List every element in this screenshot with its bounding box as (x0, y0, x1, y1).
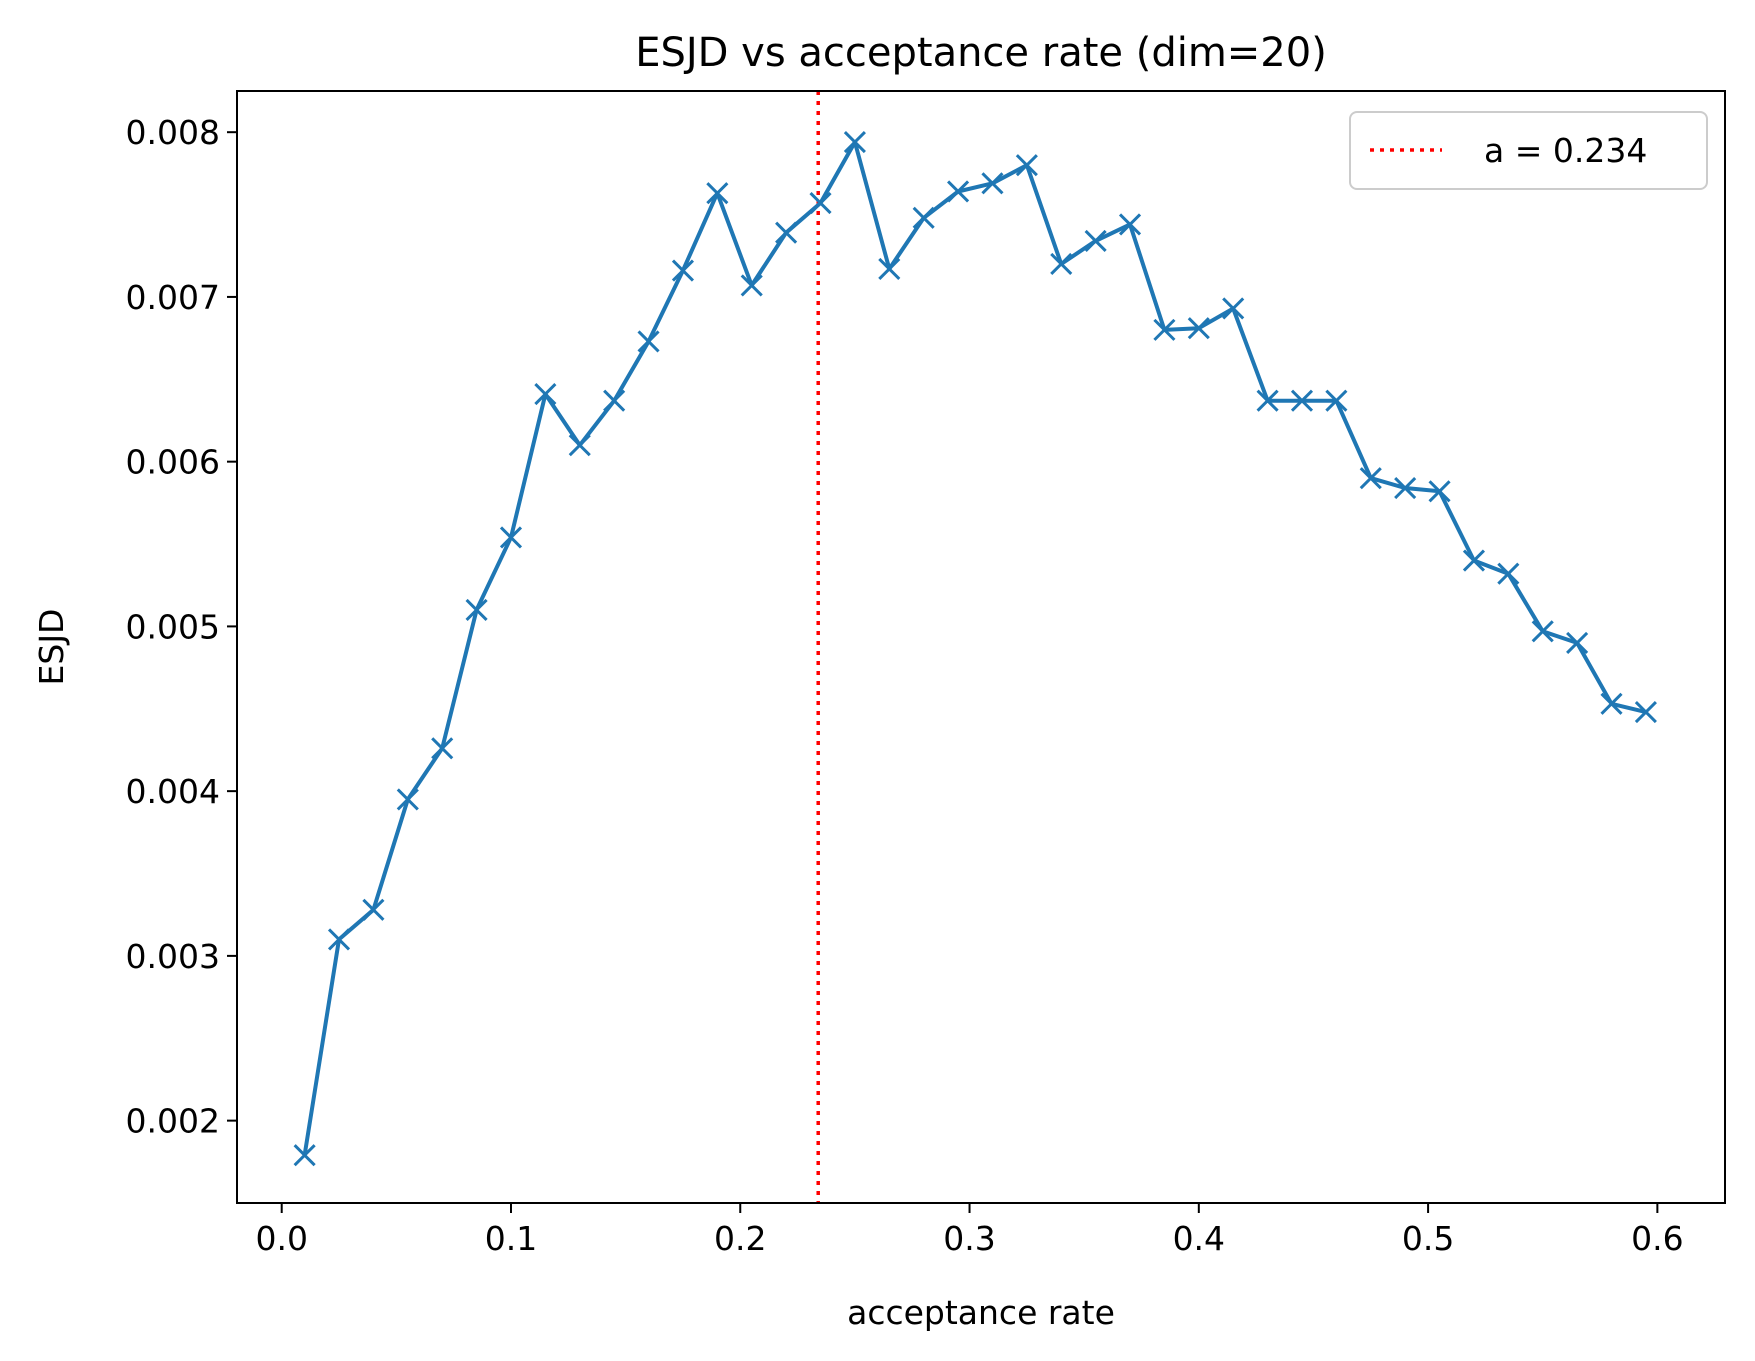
x-tick-label: 0.3 (943, 1219, 995, 1258)
chart-title: ESJD vs acceptance rate (dim=20) (635, 30, 1327, 76)
data-point (1222, 297, 1245, 320)
data-point (1462, 549, 1486, 572)
data-point (327, 928, 351, 951)
x-tick-label: 0.2 (714, 1219, 766, 1258)
data-point (568, 434, 591, 457)
x-axis: 0.0 0.1 0.2 0.3 0.4 0.5 0.6 (255, 1203, 1684, 1258)
data-point (1290, 389, 1314, 412)
y-axis: 0.002 0.003 0.004 0.005 0.006 0.007 0.008 (126, 113, 237, 1141)
data-point (1050, 252, 1073, 276)
data-point (1497, 562, 1520, 585)
y-tick-label: 0.002 (126, 1102, 220, 1141)
y-axis-label: ESJD (32, 609, 71, 686)
data-point (637, 330, 660, 353)
data-point (1153, 318, 1176, 341)
data-point (775, 221, 798, 244)
data-point (1428, 480, 1451, 503)
data-point (534, 383, 557, 406)
data-point (809, 191, 832, 215)
data-point (499, 526, 523, 549)
series-line (302, 140, 1647, 1156)
plot-area (237, 91, 1725, 1203)
y-tick-label: 0.004 (126, 772, 220, 811)
data-point (740, 274, 763, 297)
y-tick-label: 0.005 (126, 607, 220, 646)
data-point (1187, 317, 1210, 340)
x-tick-label: 0.6 (1631, 1219, 1683, 1258)
data-point (1394, 476, 1417, 500)
x-tick-label: 0.5 (1402, 1219, 1454, 1258)
x-tick-label: 0.0 (255, 1219, 307, 1258)
data-point (878, 257, 901, 280)
data-point (947, 180, 970, 203)
data-point (431, 737, 454, 760)
data-point (1325, 389, 1348, 412)
x-axis-label: acceptance rate (847, 1293, 1115, 1332)
data-point (603, 389, 626, 412)
data-point (465, 598, 488, 621)
data-point (1359, 467, 1382, 490)
plot-frame (236, 90, 1726, 1204)
data-point (1256, 389, 1279, 412)
legend: a = 0.234 (1349, 111, 1708, 190)
y-tick-label: 0.007 (126, 278, 220, 317)
data-point (1015, 154, 1038, 177)
data-point (706, 182, 729, 205)
data-point (912, 206, 935, 229)
data-point (671, 259, 695, 282)
data-point (396, 788, 419, 811)
series-markers (293, 131, 1657, 1167)
y-tick-label: 0.008 (126, 113, 220, 152)
data-point (843, 131, 866, 154)
legend-label: a = 0.234 (1484, 131, 1647, 170)
data-point (362, 898, 385, 921)
data-point (1118, 213, 1142, 236)
data-point (1084, 229, 1107, 252)
data-point (981, 172, 1004, 195)
x-tick-label: 0.4 (1173, 1219, 1225, 1258)
data-point (293, 1144, 316, 1167)
y-tick-label: 0.006 (126, 443, 220, 482)
data-point (1566, 631, 1589, 654)
x-tick-label: 0.1 (485, 1219, 537, 1258)
data-point (1531, 620, 1554, 643)
y-tick-label: 0.003 (126, 937, 220, 976)
data-point (1634, 701, 1657, 724)
data-point (1600, 692, 1623, 715)
legend-box (1349, 111, 1708, 190)
